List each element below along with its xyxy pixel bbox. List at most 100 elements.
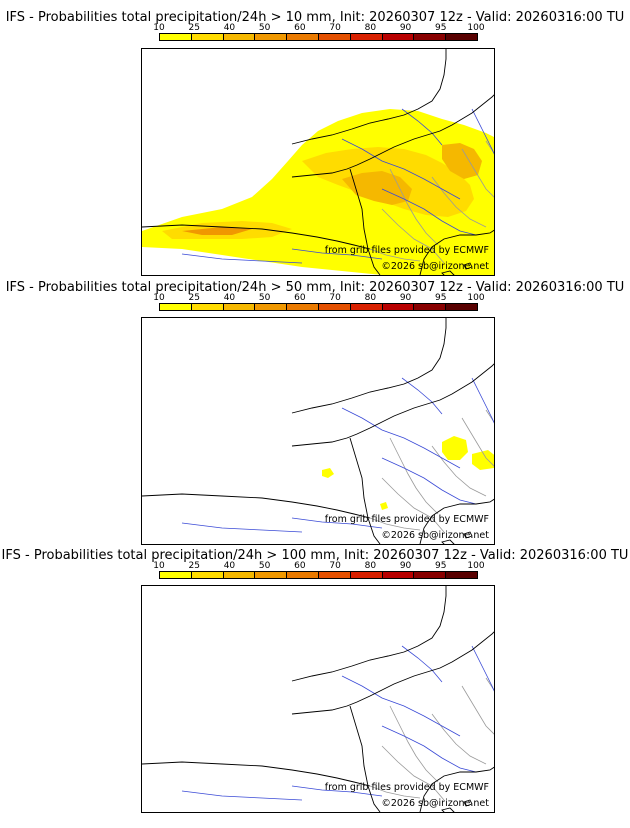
precip-probability-area (322, 468, 334, 478)
coastline (441, 539, 455, 544)
coastline (441, 807, 455, 812)
coastline (463, 531, 473, 539)
river (401, 645, 443, 683)
panel-1-map[interactable]: from grib files provided by ECMWF ©2026 … (141, 48, 495, 276)
colorbar-segment (191, 34, 224, 40)
colorbar-tick-label: 25 (188, 23, 200, 33)
precip-probability-area (182, 227, 252, 235)
colorbar-segment (287, 572, 319, 578)
precip-probability-area (442, 143, 482, 179)
coastline (142, 493, 371, 519)
river (471, 645, 494, 692)
colorbar-tick-label: 40 (223, 293, 236, 303)
colorbar-segment (414, 304, 447, 310)
panel-2-colorbar (159, 303, 478, 311)
panel-3-map-svg (142, 586, 494, 812)
coastline (142, 761, 371, 787)
colorbar-segment (382, 34, 415, 40)
river (181, 790, 303, 801)
panel-1-copyright: ©2026 sb@irizone.net (381, 261, 489, 272)
coastline (349, 437, 381, 544)
colorbar-tick-label: 95 (435, 293, 447, 303)
panel-1-colorbar-ticks: 10 25 40 50 60 70 80 90 95 100 (153, 23, 484, 33)
colorbar-segment (446, 304, 477, 310)
colorbar-tick-label: 90 (399, 561, 412, 571)
river (341, 138, 461, 200)
coastline (291, 363, 494, 447)
colorbar-segment (318, 572, 351, 578)
coastline (419, 498, 494, 544)
colorbar-segment (350, 34, 383, 40)
admin-border (389, 437, 439, 515)
panel-3-colorbar-ticks: 10 25 40 50 60 70 80 90 95 100 (153, 561, 484, 571)
colorbar-segment (382, 572, 415, 578)
river (291, 248, 383, 260)
colorbar-segment (223, 304, 256, 310)
admin-border (369, 785, 421, 799)
river (291, 785, 383, 797)
coastline (349, 168, 381, 275)
colorbar-tick-label: 70 (329, 561, 341, 571)
admin-border (389, 168, 439, 246)
river (401, 377, 443, 415)
precip-probability-area (342, 171, 412, 205)
coastline (463, 799, 473, 807)
panel-3-map[interactable]: from grib files provided by ECMWF ©2026 … (141, 585, 495, 813)
colorbar-segment (446, 572, 477, 578)
colorbar-tick-label: 25 (188, 561, 200, 571)
colorbar-segment (350, 572, 383, 578)
panel-1-map-svg (142, 49, 494, 275)
colorbar-tick-label: 10 (153, 293, 165, 303)
panel-3-copyright: ©2026 sb@irizone.net (381, 798, 489, 809)
river (381, 725, 477, 773)
colorbar-tick-label: 80 (364, 293, 377, 303)
admin-border (381, 477, 445, 533)
panel-1-title: IFS - Probabilities total precipitation/… (5, 10, 625, 25)
colorbar-tick-label: 50 (258, 293, 271, 303)
colorbar-segment (191, 304, 224, 310)
colorbar-segment (414, 572, 447, 578)
colorbar-tick-label: 10 (153, 23, 165, 33)
colorbar-tick-label: 60 (294, 23, 306, 33)
admin-border (461, 685, 494, 735)
river (181, 522, 303, 533)
colorbar-segment (318, 34, 351, 40)
river (381, 457, 477, 505)
admin-border (389, 705, 439, 783)
coastline (291, 586, 447, 682)
river (471, 377, 494, 424)
admin-border (461, 148, 494, 198)
colorbar-segment (223, 572, 256, 578)
panel-1-source-credit: from grib files provided by ECMWF (324, 245, 489, 256)
colorbar-segment (223, 34, 256, 40)
colorbar-segment (382, 304, 415, 310)
colorbar-tick-label: 25 (188, 293, 200, 303)
coastline (291, 49, 447, 145)
coastline (463, 262, 473, 270)
precip-probability-area (442, 436, 468, 460)
colorbar-tick-label: 60 (294, 561, 306, 571)
admin-border (369, 248, 421, 262)
colorbar-tick-label: 50 (258, 23, 271, 33)
colorbar-tick-label: 80 (364, 23, 377, 33)
river (291, 517, 383, 529)
panel-2-map[interactable]: from grib files provided by ECMWF ©2026 … (141, 317, 495, 545)
admin-border (461, 417, 494, 467)
colorbar-tick-label: 80 (364, 561, 377, 571)
colorbar-tick-label: 60 (294, 293, 306, 303)
colorbar-tick-label: 90 (399, 293, 412, 303)
admin-border (369, 517, 421, 531)
colorbar-segment (160, 304, 192, 310)
panel-2-source-credit: from grib files provided by ECMWF (324, 514, 489, 525)
colorbar-segment (255, 304, 288, 310)
coastline (419, 229, 494, 275)
colorbar-segment (414, 34, 447, 40)
panel-2-title: IFS - Probabilities total precipitation/… (5, 280, 625, 295)
colorbar-tick-label: 10 (153, 561, 165, 571)
colorbar-tick-label: 40 (223, 23, 236, 33)
colorbar-segment (446, 34, 477, 40)
river (181, 253, 303, 264)
coastline (349, 705, 381, 812)
panel-3-source-credit: from grib files provided by ECMWF (324, 782, 489, 793)
coastline (291, 318, 447, 414)
